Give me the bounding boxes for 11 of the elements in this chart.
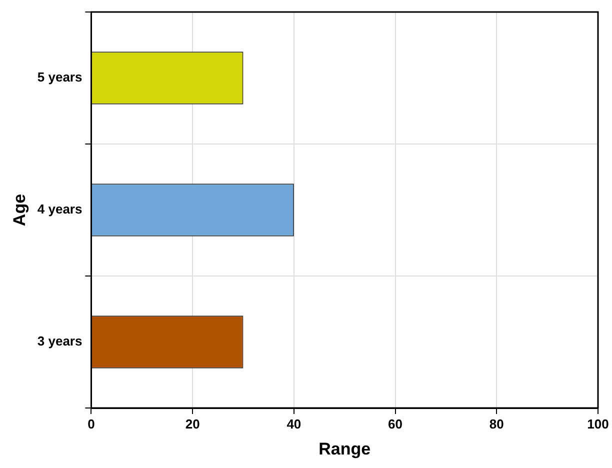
y-tick-label: 5 years <box>37 70 82 85</box>
x-tick-label: 60 <box>388 416 403 432</box>
x-tick-label: 20 <box>185 416 200 432</box>
x-tick-label: 100 <box>587 416 609 432</box>
y-tick-label: 4 years <box>37 202 82 217</box>
x-tick-label: 40 <box>286 416 302 432</box>
y-axis-title: Age <box>10 194 29 226</box>
x-axis-title: Range <box>318 439 371 458</box>
x-tick-label: 80 <box>489 416 504 432</box>
y-tick-label: 3 years <box>37 334 82 349</box>
x-tick-label: 0 <box>88 416 95 432</box>
